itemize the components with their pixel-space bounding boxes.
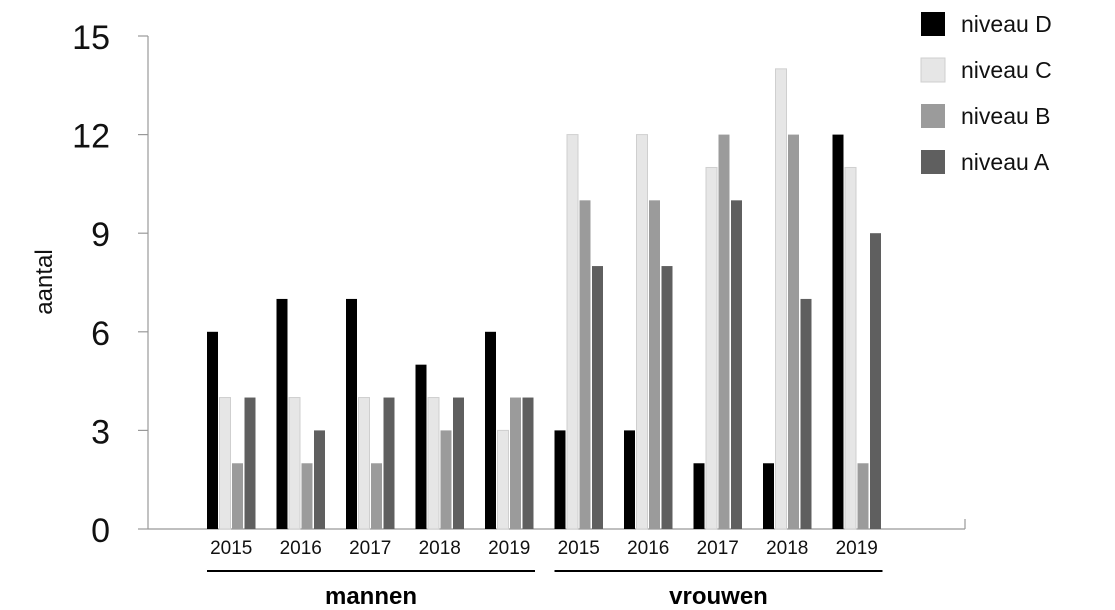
bar-niveau-C-0 xyxy=(219,397,231,530)
group-label-vrouwen: vrouwen xyxy=(669,583,768,610)
bar-niveau-A-2 xyxy=(383,397,395,529)
bar-niveau-D-0 xyxy=(207,331,218,529)
bar-niveau-A-7 xyxy=(731,200,742,530)
bar-niveau-C-1 xyxy=(288,397,301,530)
bar-niveau-C-5 xyxy=(566,134,579,530)
bar-niveau-C-7 xyxy=(705,166,718,530)
bar-niveau-C-2 xyxy=(358,397,370,530)
bar-niveau-D-5 xyxy=(554,430,566,529)
bar-niveau-D-1 xyxy=(276,298,288,529)
bar-niveau-B-4 xyxy=(510,397,521,529)
bar-niveau-C-3 xyxy=(427,397,440,530)
y-axis-label: aantal xyxy=(31,249,58,314)
legend: niveau D niveau C niveau B niveau A xyxy=(920,11,1052,175)
bar-niveau-D-2 xyxy=(346,298,357,529)
legend-swatch-niveau-C xyxy=(920,57,946,83)
group-label-mannen: mannen xyxy=(325,583,417,610)
bar-niveau-B-6 xyxy=(649,200,660,530)
bar-niveau-B-7 xyxy=(718,134,730,529)
legend-label-niveau-B: niveau B xyxy=(961,103,1051,129)
x-tick-label: 2015 xyxy=(210,538,252,559)
bar-niveau-C-6 xyxy=(636,134,648,530)
y-tick-label: 9 xyxy=(91,216,110,254)
bar-niveau-B-2 xyxy=(371,463,382,529)
y-tick-label: 0 xyxy=(91,512,110,550)
x-tick-label: 2018 xyxy=(766,538,808,559)
bar-niveau-A-8 xyxy=(800,298,812,529)
x-tick-label: 2016 xyxy=(627,538,669,559)
x-tick-label: 2018 xyxy=(419,538,461,559)
x-tick-label: 2017 xyxy=(349,538,391,559)
bar-niveau-A-9 xyxy=(870,233,881,529)
labels: 0 3 6 9 12 15 aantal 2015 2016 2017 2018 2019 2015 20… xyxy=(31,19,878,610)
bar-niveau-D-6 xyxy=(624,430,635,529)
bar-niveau-B-1 xyxy=(301,463,313,529)
bars xyxy=(207,68,881,530)
legend-swatch-niveau-B xyxy=(921,104,945,128)
bar-niveau-A-5 xyxy=(592,266,603,529)
legend-swatch-niveau-A xyxy=(921,150,945,174)
bar-niveau-C-9 xyxy=(844,166,857,530)
bar-niveau-C-4 xyxy=(497,429,509,530)
legend-swatch-niveau-D xyxy=(921,12,945,36)
bar-niveau-B-0 xyxy=(232,463,243,529)
y-tick-label: 3 xyxy=(91,413,110,451)
x-tick-label: 2019 xyxy=(836,538,878,559)
x-tick-label: 2017 xyxy=(697,538,739,559)
bar-niveau-D-4 xyxy=(485,331,496,529)
bar-niveau-B-3 xyxy=(440,430,452,529)
bar-niveau-D-8 xyxy=(763,463,774,529)
y-tick-label: 6 xyxy=(91,315,110,353)
bar-niveau-A-1 xyxy=(314,430,325,529)
bar-niveau-D-3 xyxy=(415,364,427,529)
bar-niveau-A-6 xyxy=(661,266,673,529)
bar-niveau-A-3 xyxy=(453,397,464,529)
bar-niveau-B-9 xyxy=(857,463,869,529)
bar-niveau-C-8 xyxy=(775,68,787,530)
x-tick-label: 2019 xyxy=(488,538,530,559)
bar-niveau-B-8 xyxy=(788,134,799,529)
bar-niveau-D-7 xyxy=(693,463,705,529)
x-tick-label: 2016 xyxy=(280,538,322,559)
y-tick-label: 15 xyxy=(72,19,110,57)
bar-niveau-D-9 xyxy=(832,134,844,529)
bar-niveau-B-5 xyxy=(579,200,591,530)
legend-label-niveau-D: niveau D xyxy=(961,11,1052,37)
x-tick-label: 2015 xyxy=(558,538,600,559)
legend-label-niveau-A: niveau A xyxy=(961,149,1050,175)
bar-niveau-A-4 xyxy=(522,397,534,529)
legend-label-niveau-C: niveau C xyxy=(961,57,1052,83)
bar-niveau-A-0 xyxy=(244,397,256,529)
y-tick-label: 12 xyxy=(72,118,110,156)
